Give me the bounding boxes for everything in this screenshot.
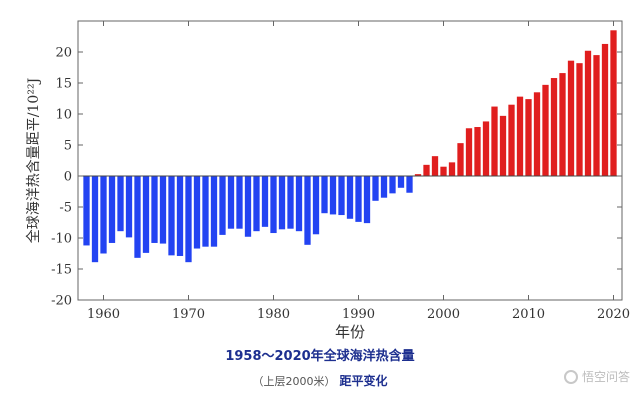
bar-2009 [516,96,524,176]
bar-2014 [559,73,566,176]
bar-1962 [117,176,124,232]
y-tick-label: -10 [51,232,72,247]
bar-1973 [210,176,218,247]
bar-2005 [482,121,490,176]
x-tick-label: 1970 [172,307,205,322]
bar-1992 [372,176,379,201]
bar-2002 [457,143,464,176]
bar-1990 [355,176,362,222]
bar-2018 [593,55,600,176]
bar-1997 [414,174,422,176]
bar-1964 [134,176,141,258]
bar-1995 [397,176,405,188]
y-tick-label: 5 [64,139,72,154]
x-tick-label: 1990 [342,307,375,322]
bar-2019 [601,43,609,176]
x-tick-label: 2000 [427,307,460,322]
bar-1987 [329,176,337,215]
bar-2011 [533,92,541,176]
bar-1976 [236,176,243,229]
bar-1960 [100,176,107,254]
bar-2004 [474,127,481,176]
caption-sub-paren: （上层2000米） [252,375,336,388]
bar-1958 [83,176,90,246]
caption-title: 1958～2020年全球海洋热含量 [225,349,415,364]
caption-sub-bold: 距平变化 [339,374,388,388]
x-tick-label: 1980 [257,307,290,322]
bar-1998 [423,164,430,176]
bar-1991 [363,176,371,224]
bar-1965 [142,176,150,253]
x-tick-label: 2010 [512,307,545,322]
plot-frame [77,20,623,301]
bar-1984 [304,176,311,245]
bar-1972 [202,176,209,247]
bar-2003 [465,128,473,176]
bar-1961 [108,176,116,243]
bar-1969 [176,176,184,256]
bar-1988 [338,176,345,216]
bar-2015 [567,60,575,176]
bar-1970 [185,176,192,263]
y-tick-label: 15 [55,77,72,92]
bar-1993 [380,176,388,198]
x-tick-label: 1960 [87,307,120,322]
bar-2013 [550,78,558,176]
bar-1959 [91,176,99,263]
bar-1989 [346,176,354,219]
bar-1996 [406,176,413,193]
bar-1994 [389,176,396,194]
bar-2020 [610,30,617,176]
y-tick-label: -15 [51,263,72,278]
y-tick-label: -5 [59,201,72,216]
bar-1986 [321,176,328,214]
bar-2006 [491,106,498,176]
watermark-text: 悟空问答 [581,370,630,384]
bar-1977 [244,176,252,237]
caption-subtitle: （上层2000米） 距平变化 [0,372,640,389]
bar-1983 [295,176,303,232]
chat-bubble-icon [563,369,578,384]
bar-2010 [525,99,532,176]
bar-1981 [278,176,286,230]
bar-2007 [499,115,507,176]
bar-2017 [584,50,592,177]
y-tick-label: 20 [55,46,72,61]
bar-1971 [193,176,201,249]
bar-2000 [440,166,447,176]
bar-2016 [576,63,583,176]
bar-1982 [287,176,294,229]
y-tick-label: 0 [64,170,72,185]
y-tick-label: -20 [51,294,72,309]
bar-1968 [168,176,175,256]
bar-1999 [431,156,439,176]
y-tick-label: 10 [55,108,72,123]
bar-1975 [227,176,235,229]
y-axis-label: 全球海洋热含量距平/10²²J [25,78,42,243]
x-tick-label: 2020 [597,307,630,322]
bar-1978 [253,176,260,232]
bar-2008 [508,104,515,176]
bar-1980 [270,176,277,234]
x-axis-label: 年份 [335,323,365,341]
bar-1974 [219,176,226,235]
chart: -20 -15 -10 -5 0 5 10 15 20 1960 1970 1980 1990 2000 2… [25,20,630,341]
bar-1985 [312,176,320,235]
bar-2001 [448,162,456,176]
bar-1967 [159,176,167,244]
watermark: 悟空问答 [563,368,630,385]
bar-2012 [542,84,549,176]
bar-1966 [151,176,158,243]
bar-1979 [261,176,269,227]
bar-1963 [125,176,133,238]
